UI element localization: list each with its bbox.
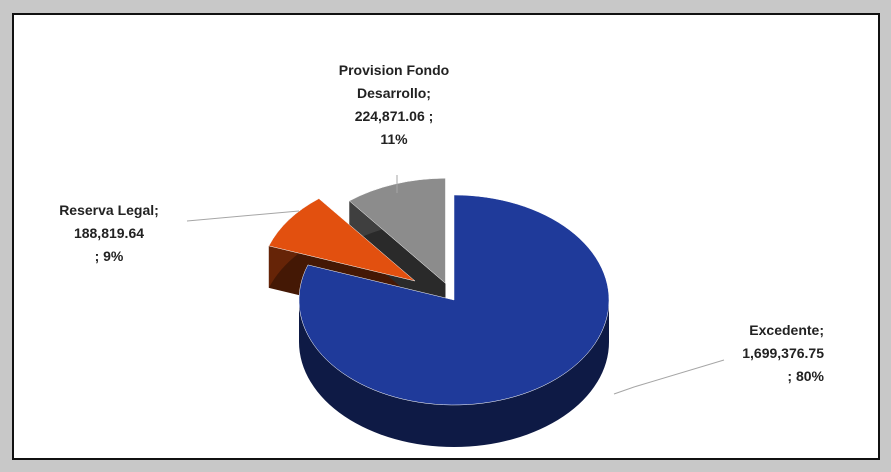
data-label-line: 11%	[380, 131, 408, 147]
data-label-line: 188,819.64	[74, 225, 144, 241]
chart-area: Excedente; 1,699,376.75 ; 80% Reserva Legal…	[12, 13, 880, 460]
data-label-line: Excedente;	[749, 322, 824, 338]
data-label-excedente: Excedente; 1,699,376.75 ; 80%	[742, 322, 824, 384]
data-label-line: 1,699,376.75	[742, 345, 824, 361]
pie-chart: Excedente; 1,699,376.75 ; 80% Reserva Legal…	[59, 62, 825, 447]
pie-slice-excedente	[298, 194, 610, 406]
slice-rim-excedente-0	[299, 300, 609, 447]
data-label-reserva-legal: Reserva Legal; 188,819.64 ; 9%	[59, 202, 159, 264]
data-label-line: ; 9%	[95, 248, 124, 264]
leader-line-excedente	[613, 359, 725, 395]
data-label-line: 224,871.06 ;	[355, 108, 434, 124]
leader-line-reserva-legal	[186, 210, 300, 222]
data-label-provision-fondo-desarrollo: Provision Fondo Desarrollo; 224,871.06 ; 11…	[339, 62, 449, 147]
data-label-line: Desarrollo;	[357, 85, 431, 101]
data-label-line: Provision Fondo	[339, 62, 449, 78]
pie-slice-provision-fondo-desarrollo	[348, 178, 446, 284]
leader-lines	[186, 175, 725, 395]
pie-tops	[268, 178, 610, 406]
data-label-line: ; 80%	[787, 368, 824, 384]
data-labels: Excedente; 1,699,376.75 ; 80% Reserva Legal…	[59, 62, 824, 384]
pie-slice-reserva-legal	[268, 198, 416, 282]
data-label-line: Reserva Legal;	[59, 202, 159, 218]
